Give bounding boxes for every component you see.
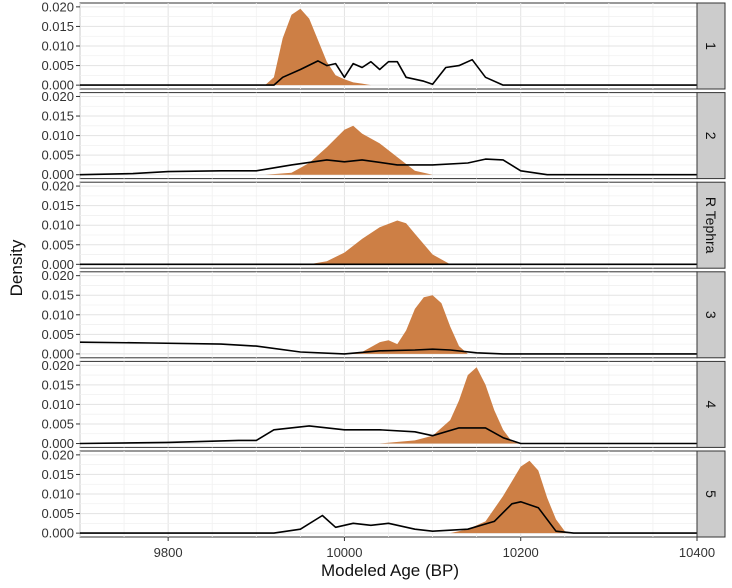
y-tick-label: 0.020: [41, 179, 74, 194]
panel-1: 0.000 0.005 0.010 0.015 0.020 1: [41, 0, 726, 93]
facet-label: R Tephra: [703, 197, 719, 254]
density-line: [79, 158, 697, 176]
y-tick-label: 0.005: [41, 237, 74, 252]
y-tick-label: 0.015: [41, 288, 74, 303]
y-tick-label: 0.015: [41, 467, 74, 482]
density-line: [80, 501, 697, 534]
y-tick-label: 0.020: [41, 447, 74, 462]
facet-strip: [696, 2, 726, 90]
filled-density-area: [265, 8, 380, 86]
y-tick-label: 0.015: [41, 198, 74, 213]
y-tick-label: 0.000: [41, 257, 74, 272]
facet-strip: [696, 92, 726, 180]
filled-density-area: [450, 460, 583, 534]
density-line: [79, 341, 697, 355]
x-tick-label: 9800: [154, 545, 183, 560]
density-line: [79, 425, 697, 445]
filled-density-area: [309, 220, 459, 265]
x-axis-title: Modeled Age (BP): [321, 561, 459, 580]
y-tick-label: 0.005: [41, 58, 74, 73]
y-tick-label: 0.005: [41, 416, 74, 431]
y-tick-label: 0.020: [41, 268, 74, 283]
y-tick-label: 0.010: [41, 487, 74, 502]
panel-3: 0.000 0.005 0.010 0.015 0.020 R Tephra: [41, 179, 726, 272]
y-tick-label: 0.000: [41, 78, 74, 93]
y-tick-label: 0.005: [41, 506, 74, 521]
y-axis-title: Density: [7, 239, 26, 296]
y-tick-label: 0.015: [41, 109, 74, 124]
y-tick-label: 0.000: [41, 346, 74, 361]
facet-strip: [696, 181, 726, 269]
facet-label: 2: [703, 132, 719, 140]
panel-2: 0.000 0.005 0.010 0.015 0.020 2: [41, 89, 726, 182]
y-tick-label: 0.000: [41, 526, 74, 541]
y-tick-label: 0.020: [41, 358, 74, 373]
y-tick-label: 0.020: [41, 0, 74, 14]
y-tick-label: 0.010: [41, 397, 74, 412]
panel-5: 0.000 0.005 0.010 0.015 0.020 4: [41, 358, 726, 451]
facet-strip: [696, 450, 726, 538]
filled-density-area: [379, 367, 530, 444]
y-tick-label: 0.005: [41, 148, 74, 163]
facet-label: 1: [703, 42, 719, 50]
facet-label: 4: [703, 401, 719, 409]
filled-density-area: [265, 125, 442, 175]
panel-6: 0.000 0.005 0.010 0.015 0.020 5: [41, 447, 726, 541]
y-tick-label: 0.015: [41, 19, 74, 34]
facet-label: 3: [703, 311, 719, 319]
y-tick-label: 0.010: [41, 128, 74, 143]
x-axis: 9800 10000 10200 10400: [154, 537, 715, 560]
filled-density-area: [344, 295, 477, 354]
x-tick-label: 10400: [679, 545, 715, 560]
y-tick-label: 0.010: [41, 39, 74, 54]
y-tick-label: 0.015: [41, 377, 74, 392]
density-line: [80, 58, 697, 86]
panels-layer: 0.000 0.005 0.010 0.015 0.020 1 0.000 0.005 0.01…: [41, 0, 726, 541]
facet-label: 5: [703, 490, 719, 498]
y-tick-label: 0.000: [41, 167, 74, 182]
x-tick-label: 10200: [503, 545, 539, 560]
y-tick-label: 0.020: [41, 89, 74, 104]
y-tick-label: 0.000: [41, 436, 74, 451]
y-tick-label: 0.010: [41, 307, 74, 322]
facet-strip: [696, 271, 726, 359]
y-tick-label: 0.010: [41, 218, 74, 233]
x-tick-label: 10000: [326, 545, 362, 560]
y-tick-label: 0.005: [41, 327, 74, 342]
facet-strip: [696, 360, 726, 448]
panel-4: 0.000 0.005 0.010 0.015 0.020 3: [41, 268, 726, 361]
